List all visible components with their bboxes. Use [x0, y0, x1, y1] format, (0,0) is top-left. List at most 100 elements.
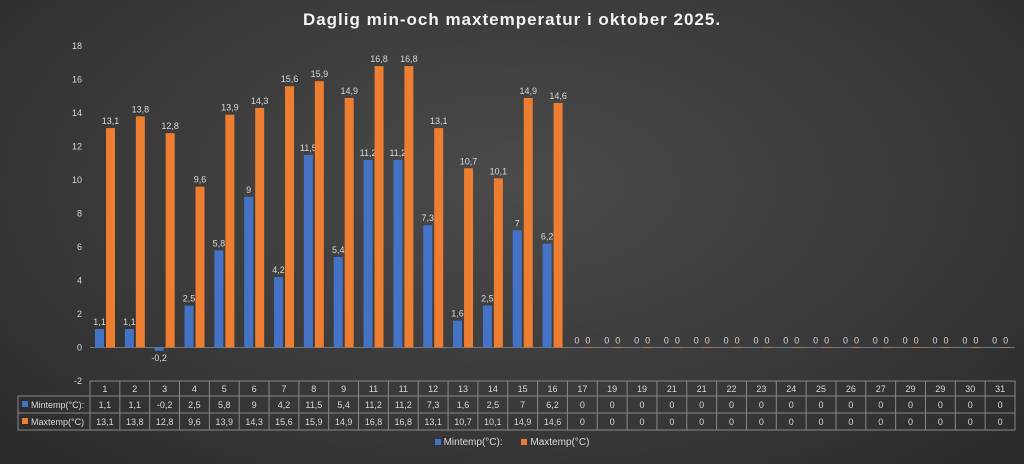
y-tick-label: 10	[72, 175, 82, 185]
table-cell: 9,6	[188, 417, 201, 427]
bar-min	[542, 243, 552, 348]
table-cell: 0	[759, 400, 764, 410]
data-label: 0	[694, 336, 699, 346]
data-label: 0	[854, 336, 859, 346]
table-cell: 0	[789, 400, 794, 410]
data-label: 0	[824, 336, 829, 346]
x-category-label: 14	[488, 384, 498, 394]
bar-min	[691, 347, 701, 348]
data-label: 15,9	[311, 69, 329, 79]
data-label: 7	[515, 218, 520, 228]
table-cell: 6,2	[546, 400, 559, 410]
bar-min	[184, 305, 194, 348]
data-label: 16,8	[370, 54, 388, 64]
bar-min	[781, 347, 791, 348]
data-label: 11,2	[389, 148, 406, 158]
x-category-label: 3	[162, 384, 167, 394]
x-category-label: 19	[637, 384, 647, 394]
y-tick-label: -2	[74, 376, 82, 386]
table-cell: 0	[878, 400, 883, 410]
x-category-label: 31	[995, 384, 1005, 394]
table-legend-key	[22, 401, 28, 407]
data-label: 0	[664, 336, 669, 346]
data-label: 0	[843, 336, 848, 346]
table-cell: 5,4	[337, 400, 350, 410]
bar-max	[255, 107, 265, 348]
table-cell: 16,8	[365, 417, 383, 427]
legend-item-min: Mintemp(°C):	[434, 437, 503, 448]
table-cell: 9	[252, 400, 257, 410]
table-cell: 0	[729, 400, 734, 410]
data-label: 0	[903, 336, 908, 346]
table-cell: 0	[819, 400, 824, 410]
table-cell: 7,3	[427, 400, 440, 410]
bar-min	[453, 320, 463, 348]
bar-min	[154, 347, 164, 351]
data-label: 0	[645, 336, 650, 346]
data-label: 9,6	[194, 175, 207, 185]
bar-min	[990, 347, 1000, 348]
table-cell: 14,9	[514, 417, 532, 427]
x-category-label: 5	[222, 384, 227, 394]
data-label: 13,9	[221, 103, 239, 113]
legend-label-min: Mintemp(°C):	[443, 437, 503, 448]
x-category-label: 22	[727, 384, 737, 394]
x-category-label: 26	[846, 384, 856, 394]
bar-min	[423, 225, 433, 348]
x-category-label: 29	[935, 384, 945, 394]
data-label: 15,6	[281, 74, 299, 84]
x-category-label: 27	[876, 384, 886, 394]
table-cell: 0	[968, 400, 973, 410]
data-label: 11,2	[360, 148, 377, 158]
table-cell: 2,5	[188, 400, 201, 410]
table-cell: 0	[938, 400, 943, 410]
table-cell: 0	[610, 400, 615, 410]
x-category-label: 11	[369, 384, 378, 394]
bar-max	[613, 347, 623, 348]
table-cell: 7	[520, 400, 525, 410]
bar-min	[811, 347, 821, 348]
table-cell: 0	[759, 417, 764, 427]
x-category-label: 4	[192, 384, 197, 394]
bar-max	[553, 102, 563, 348]
data-label: 0	[914, 336, 919, 346]
data-label: 0	[724, 336, 729, 346]
data-label: 0	[794, 336, 799, 346]
bar-max	[881, 347, 891, 348]
table-cell: 0	[998, 417, 1003, 427]
data-label: 13,1	[430, 116, 448, 126]
bar-max	[792, 347, 802, 348]
table-cell: 4,2	[278, 400, 291, 410]
table-cell: 1,1	[129, 400, 142, 410]
data-label: 1,6	[451, 309, 464, 319]
table-cell: 12,8	[156, 417, 174, 427]
bar-max	[404, 66, 414, 348]
data-label: 9	[246, 185, 251, 195]
data-label: 11,5	[300, 143, 317, 153]
data-label: 16,8	[400, 54, 418, 64]
bar-max	[911, 347, 921, 348]
bar-max	[195, 186, 205, 348]
bar-min	[303, 154, 313, 348]
bar-max	[523, 97, 533, 348]
table-cell: 13,1	[424, 417, 442, 427]
table-legend-key	[22, 418, 28, 424]
y-tick-label: 14	[72, 108, 82, 118]
table-cell: 0	[908, 400, 913, 410]
data-label: 0	[615, 336, 620, 346]
bar-max	[493, 178, 503, 348]
table-cell: 0	[789, 417, 794, 427]
table-cell: 14,6	[544, 417, 562, 427]
legend-label-max: Maxtemp(°C)	[530, 437, 590, 448]
data-label: 2,5	[183, 294, 196, 304]
data-label: 0	[705, 336, 710, 346]
table-cell: 0	[699, 417, 704, 427]
x-category-label: 30	[965, 384, 975, 394]
bar-max	[583, 347, 593, 348]
data-label: 0	[992, 336, 997, 346]
bar-max	[135, 116, 145, 348]
data-label: 0	[764, 336, 769, 346]
data-label: 5,8	[213, 238, 226, 248]
bar-max	[165, 133, 175, 348]
